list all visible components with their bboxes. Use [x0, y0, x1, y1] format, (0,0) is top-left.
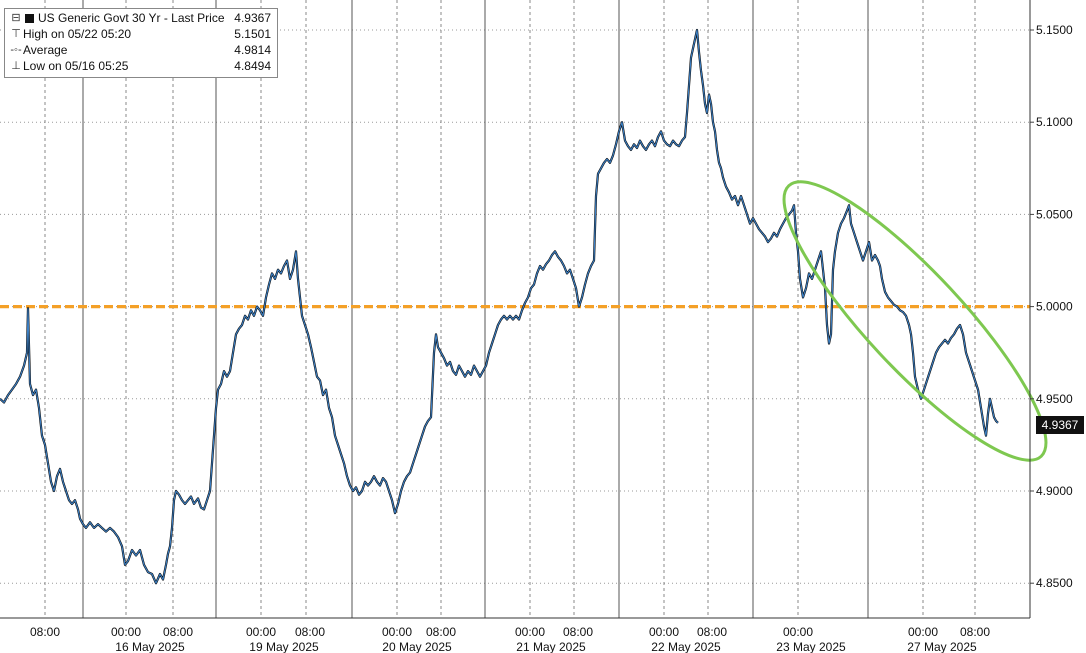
- y-tick-label: 5.0500: [1036, 207, 1073, 221]
- high-marker-icon: ⊤: [11, 28, 21, 40]
- x-time-label: 00:00: [783, 625, 813, 639]
- x-time-label: 00:00: [649, 625, 679, 639]
- x-time-label: 08:00: [426, 625, 456, 639]
- legend-high-value: 5.1501: [234, 27, 271, 41]
- x-date-label: 21 May 2025: [516, 640, 586, 653]
- y-tick-label: 4.9500: [1036, 392, 1073, 406]
- legend-low-label: Low on 05/16 05:25: [23, 59, 129, 73]
- x-date-label: 19 May 2025: [249, 640, 319, 653]
- legend-title: US Generic Govt 30 Yr - Last Price: [38, 11, 225, 25]
- annotation-layer: [782, 180, 1048, 462]
- legend-row-high: ⊤ High on 05/22 05:20 5.1501: [9, 26, 273, 42]
- chart-grid: [0, 0, 1030, 618]
- x-time-label: 08:00: [697, 625, 727, 639]
- legend-average-label: Average: [23, 43, 68, 57]
- x-time-label: 08:00: [295, 625, 325, 639]
- x-time-label: 00:00: [382, 625, 412, 639]
- legend-row-low: ⊥ Low on 05/16 05:25 4.8494: [9, 58, 273, 74]
- legend-high-label: High on 05/22 05:20: [23, 27, 132, 41]
- x-date-label: 20 May 2025: [382, 640, 452, 653]
- y-tick-label: 5.1000: [1036, 115, 1073, 129]
- y-tick-label: 4.9000: [1036, 484, 1073, 498]
- low-marker-icon: ⊥: [11, 60, 21, 72]
- x-time-label: 08:00: [960, 625, 990, 639]
- highlight-ellipse: [782, 180, 1048, 462]
- last-price-badge: 4.9367: [1036, 416, 1084, 434]
- series-swatch-icon: [25, 13, 34, 23]
- x-time-label: 00:00: [246, 625, 276, 639]
- y-tick-label: 5.1500: [1036, 23, 1073, 37]
- x-time-label: 08:00: [163, 625, 193, 639]
- x-time-label: 00:00: [111, 625, 141, 639]
- chart-legend: ⊟ US Generic Govt 30 Yr - Last Price 4.9…: [4, 8, 278, 78]
- x-date-label: 27 May 2025: [907, 640, 977, 653]
- y-tick-label: 4.8500: [1036, 576, 1073, 590]
- series-layer: [0, 28, 1030, 585]
- x-date-label: 16 May 2025: [115, 640, 185, 653]
- x-time-label: 08:00: [563, 625, 593, 639]
- legend-row-last-price: ⊟ US Generic Govt 30 Yr - Last Price 4.9…: [9, 10, 273, 26]
- price-series-highlight: [0, 29, 999, 584]
- x-date-label: 22 May 2025: [651, 640, 721, 653]
- x-time-label: 00:00: [515, 625, 545, 639]
- legend-row-average: -◦- Average 4.9814: [9, 42, 273, 58]
- x-time-label: 08:00: [30, 625, 60, 639]
- x-time-label: 00:00: [908, 625, 938, 639]
- y-tick-label: 5.0000: [1036, 300, 1073, 314]
- x-date-label: 23 May 2025: [776, 640, 846, 653]
- legend-last-price-value: 4.9367: [234, 11, 271, 25]
- legend-average-value: 4.9814: [234, 43, 271, 57]
- collapse-icon[interactable]: ⊟: [11, 12, 21, 24]
- average-marker-icon: -◦-: [10, 44, 22, 56]
- legend-low-value: 4.8494: [234, 59, 271, 73]
